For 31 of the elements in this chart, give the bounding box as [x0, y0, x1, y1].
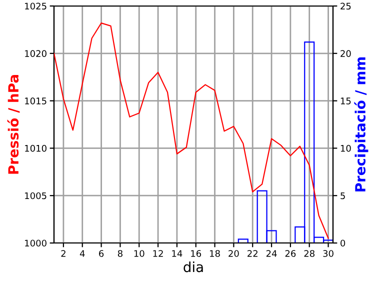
x-tick-label: 12: [153, 250, 163, 257]
x-tick-label: 6: [99, 250, 104, 257]
x-tick-label: 16: [191, 250, 202, 257]
x-tick-label: 14: [172, 250, 182, 257]
x-tick-label: 4: [80, 250, 85, 257]
x-tick-label: 20: [228, 250, 239, 257]
y-tick-label: 1020: [25, 50, 46, 57]
line-series: [54, 22, 329, 239]
y-tick-label: 1010: [25, 144, 46, 152]
y-tick-label: 1005: [25, 192, 46, 200]
y2-tick-label: 5: [340, 192, 345, 200]
x-tick-label: 22: [248, 250, 258, 257]
x-tick-label: 2: [61, 250, 66, 257]
x-tick-label: 10: [134, 250, 144, 257]
y2-tick-label: 20: [340, 50, 351, 57]
x-tick-label: 8: [118, 250, 122, 257]
y2-tick-label: 10: [340, 144, 351, 152]
y-tick-label: 1015: [25, 98, 46, 104]
y-axis-title: Pressió / hPa: [7, 75, 20, 174]
x-axis-title: dia: [184, 261, 203, 272]
x-tick-label: 26: [285, 250, 296, 257]
y2-tick-label: 25: [340, 2, 351, 10]
y-tick-label: 1025: [25, 2, 46, 10]
y2-axis-title: Precipitació / mm: [354, 57, 368, 192]
x-tick-label: 30: [323, 250, 334, 257]
x-tick-label: 24: [266, 250, 277, 257]
x-tick-label: 28: [304, 250, 314, 257]
y2-tick-label: 15: [340, 98, 351, 104]
y-tick-label: 1000: [25, 240, 46, 247]
y2-tick-label: 0: [340, 240, 346, 247]
x-tick-label: 18: [210, 250, 220, 257]
